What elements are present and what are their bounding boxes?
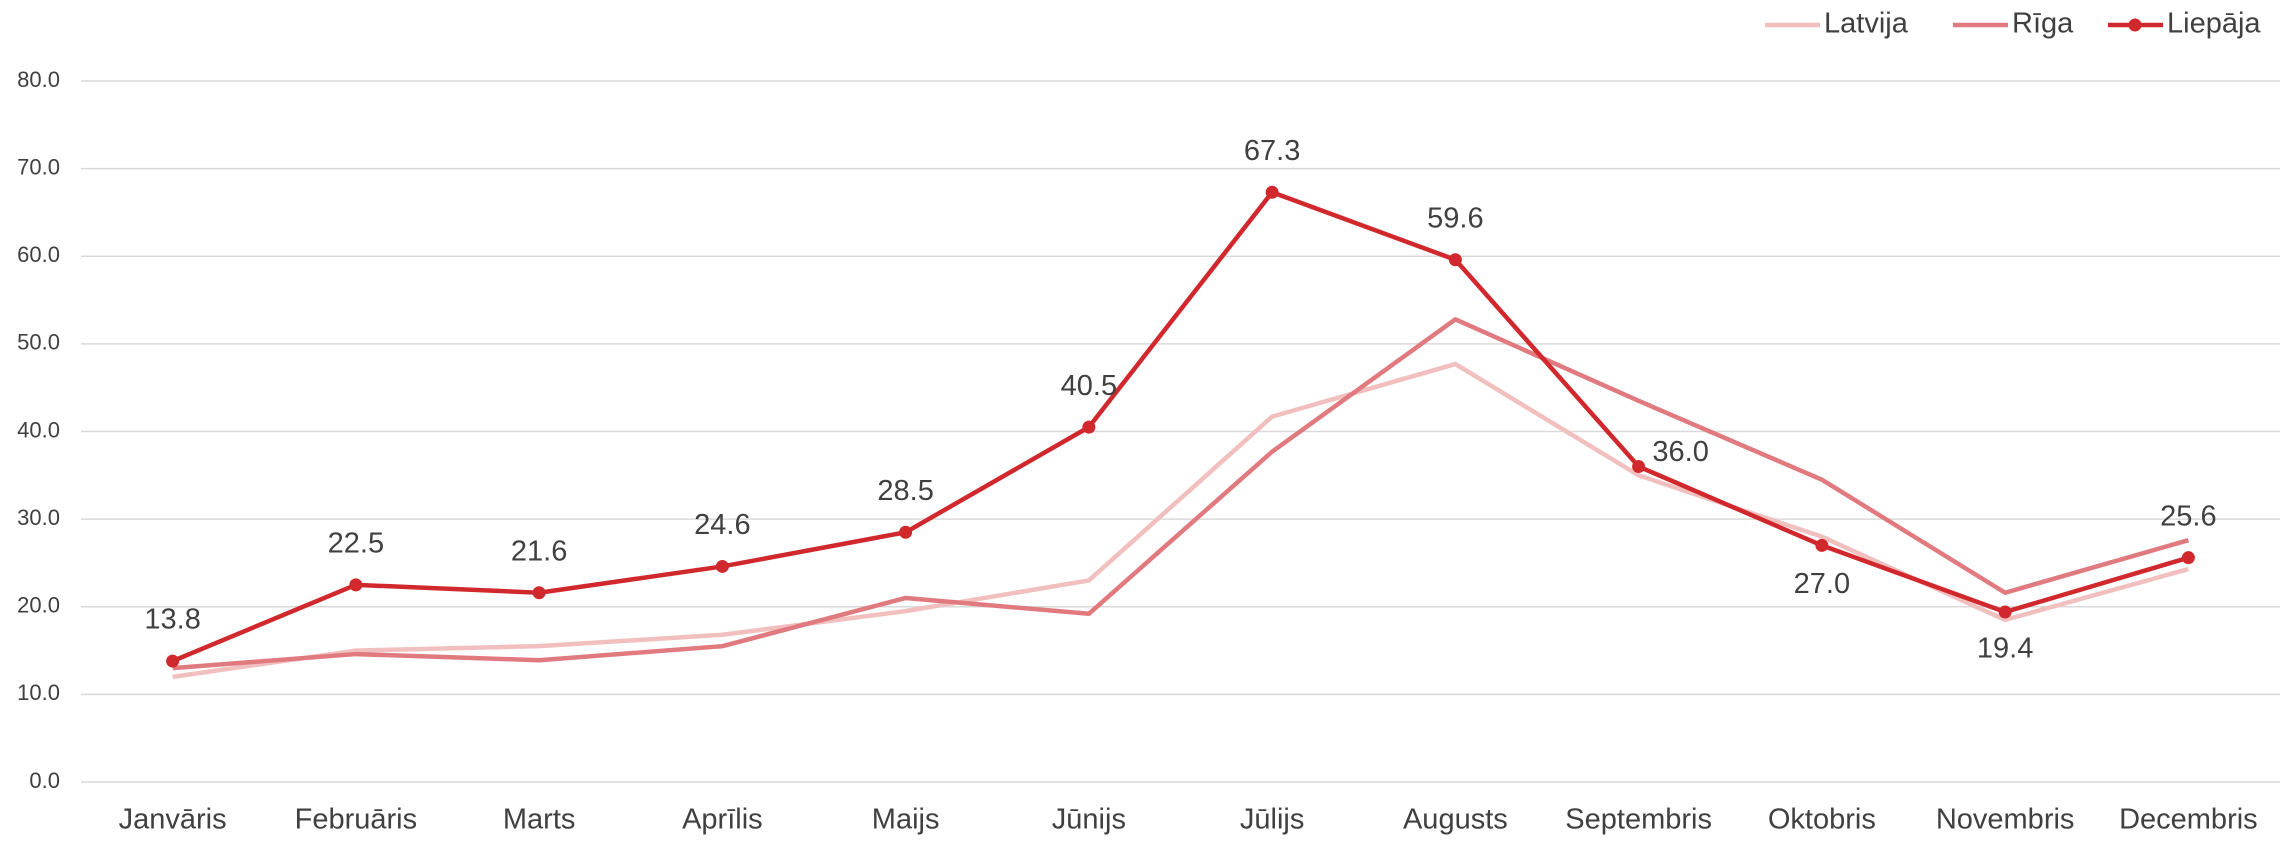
x-tick-label: Marts <box>503 804 576 836</box>
y-tick-label: 20.0 <box>17 593 60 618</box>
data-label: 19.4 <box>1977 633 2033 665</box>
marker <box>1082 420 1096 434</box>
data-label: 67.3 <box>1244 135 1300 167</box>
marker <box>166 654 180 668</box>
x-tick-label: Jūlijs <box>1240 804 1304 836</box>
marker <box>899 525 913 539</box>
y-tick-label: 40.0 <box>17 417 60 442</box>
x-tick-label: Augusts <box>1403 804 1508 836</box>
data-label: 25.6 <box>2160 500 2216 532</box>
x-tick-label: Jūnijs <box>1052 804 1126 836</box>
marker <box>532 586 546 600</box>
data-label: 28.5 <box>877 475 933 507</box>
data-label: 59.6 <box>1427 202 1483 234</box>
x-tick-label: Maijs <box>872 804 940 836</box>
x-tick-label: Janvāris <box>119 804 227 836</box>
x-tick-label: Aprīlis <box>682 804 763 836</box>
data-label: 22.5 <box>328 528 384 560</box>
legend-marker <box>2128 18 2142 32</box>
legend-label: Rīga <box>2012 8 2074 40</box>
data-label: 21.6 <box>511 535 567 567</box>
line <box>172 361 2189 680</box>
marker <box>1265 185 1279 199</box>
data-label: 13.8 <box>144 604 200 636</box>
y-tick-label: 60.0 <box>17 242 60 267</box>
legend-label: Liepāja <box>2167 8 2261 40</box>
x-tick-label: Septembris <box>1565 804 1712 836</box>
x-tick-label: Novembris <box>1936 804 2075 836</box>
y-tick-label: 30.0 <box>17 505 60 530</box>
y-tick-label: 50.0 <box>17 330 60 355</box>
y-tick-label: 70.0 <box>17 154 60 179</box>
data-label: 36.0 <box>1652 436 1708 468</box>
marker <box>1448 253 1462 267</box>
marker <box>349 578 363 592</box>
marker <box>1998 605 2012 619</box>
data-label: 27.0 <box>1794 568 1850 600</box>
marker <box>2181 551 2195 565</box>
data-label: 40.5 <box>1061 370 1117 402</box>
legend-label: Latvija <box>1824 8 1909 40</box>
x-tick-label: Oktobris <box>1768 804 1876 836</box>
line <box>172 317 2189 671</box>
marker <box>715 559 729 573</box>
y-tick-label: 10.0 <box>17 680 60 705</box>
x-tick-label: Februāris <box>295 804 418 836</box>
marker <box>1632 460 1646 474</box>
line <box>171 190 2190 664</box>
y-tick-label: 0.0 <box>29 768 60 793</box>
y-tick-label: 80.0 <box>17 67 60 92</box>
x-tick-label: Decembris <box>2119 804 2258 836</box>
marker <box>1815 538 1829 552</box>
data-label: 24.6 <box>694 509 750 541</box>
